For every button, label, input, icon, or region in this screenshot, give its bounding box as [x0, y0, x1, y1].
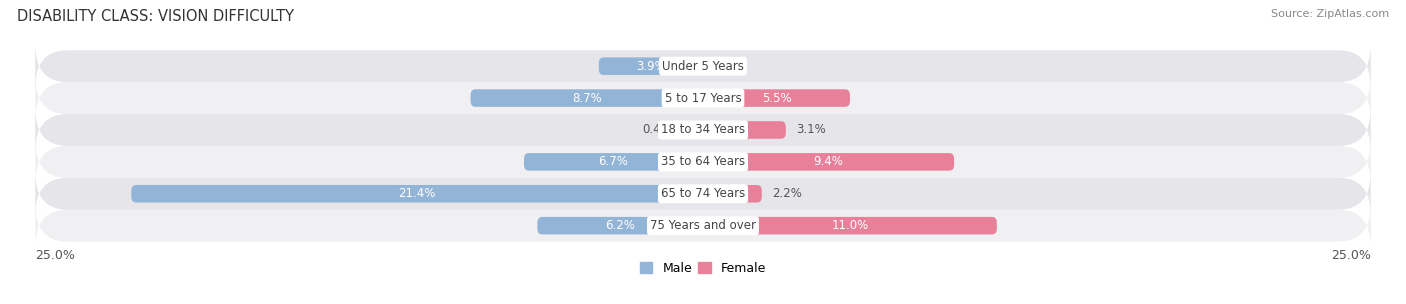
Legend: Male, Female: Male, Female [636, 257, 770, 280]
FancyBboxPatch shape [703, 121, 786, 139]
Text: 3.9%: 3.9% [636, 60, 666, 73]
Text: 65 to 74 Years: 65 to 74 Years [661, 187, 745, 200]
FancyBboxPatch shape [35, 140, 1371, 184]
Text: 0.49%: 0.49% [643, 123, 679, 136]
FancyBboxPatch shape [35, 44, 1371, 88]
Text: 6.2%: 6.2% [605, 219, 636, 232]
FancyBboxPatch shape [131, 185, 703, 202]
FancyBboxPatch shape [599, 57, 703, 75]
Text: 18 to 34 Years: 18 to 34 Years [661, 123, 745, 136]
Text: 0.0%: 0.0% [714, 60, 744, 73]
FancyBboxPatch shape [703, 153, 955, 171]
Text: 21.4%: 21.4% [398, 187, 436, 200]
FancyBboxPatch shape [471, 89, 703, 107]
FancyBboxPatch shape [537, 217, 703, 234]
FancyBboxPatch shape [703, 185, 762, 202]
FancyBboxPatch shape [690, 121, 703, 139]
Text: 5.5%: 5.5% [762, 92, 792, 105]
FancyBboxPatch shape [35, 203, 1371, 248]
FancyBboxPatch shape [703, 89, 849, 107]
Text: Source: ZipAtlas.com: Source: ZipAtlas.com [1271, 9, 1389, 19]
Text: 2.2%: 2.2% [772, 187, 803, 200]
FancyBboxPatch shape [524, 153, 703, 171]
Text: DISABILITY CLASS: VISION DIFFICULTY: DISABILITY CLASS: VISION DIFFICULTY [17, 9, 294, 24]
Text: 3.1%: 3.1% [796, 123, 827, 136]
Text: 75 Years and over: 75 Years and over [650, 219, 756, 232]
Text: 11.0%: 11.0% [831, 219, 869, 232]
Text: 6.7%: 6.7% [599, 155, 628, 168]
Text: 5 to 17 Years: 5 to 17 Years [665, 92, 741, 105]
Text: 25.0%: 25.0% [35, 249, 75, 262]
Text: 25.0%: 25.0% [1331, 249, 1371, 262]
FancyBboxPatch shape [703, 217, 997, 234]
FancyBboxPatch shape [35, 108, 1371, 152]
Text: Under 5 Years: Under 5 Years [662, 60, 744, 73]
FancyBboxPatch shape [35, 76, 1371, 120]
Text: 8.7%: 8.7% [572, 92, 602, 105]
FancyBboxPatch shape [35, 171, 1371, 216]
Text: 9.4%: 9.4% [814, 155, 844, 168]
Text: 35 to 64 Years: 35 to 64 Years [661, 155, 745, 168]
